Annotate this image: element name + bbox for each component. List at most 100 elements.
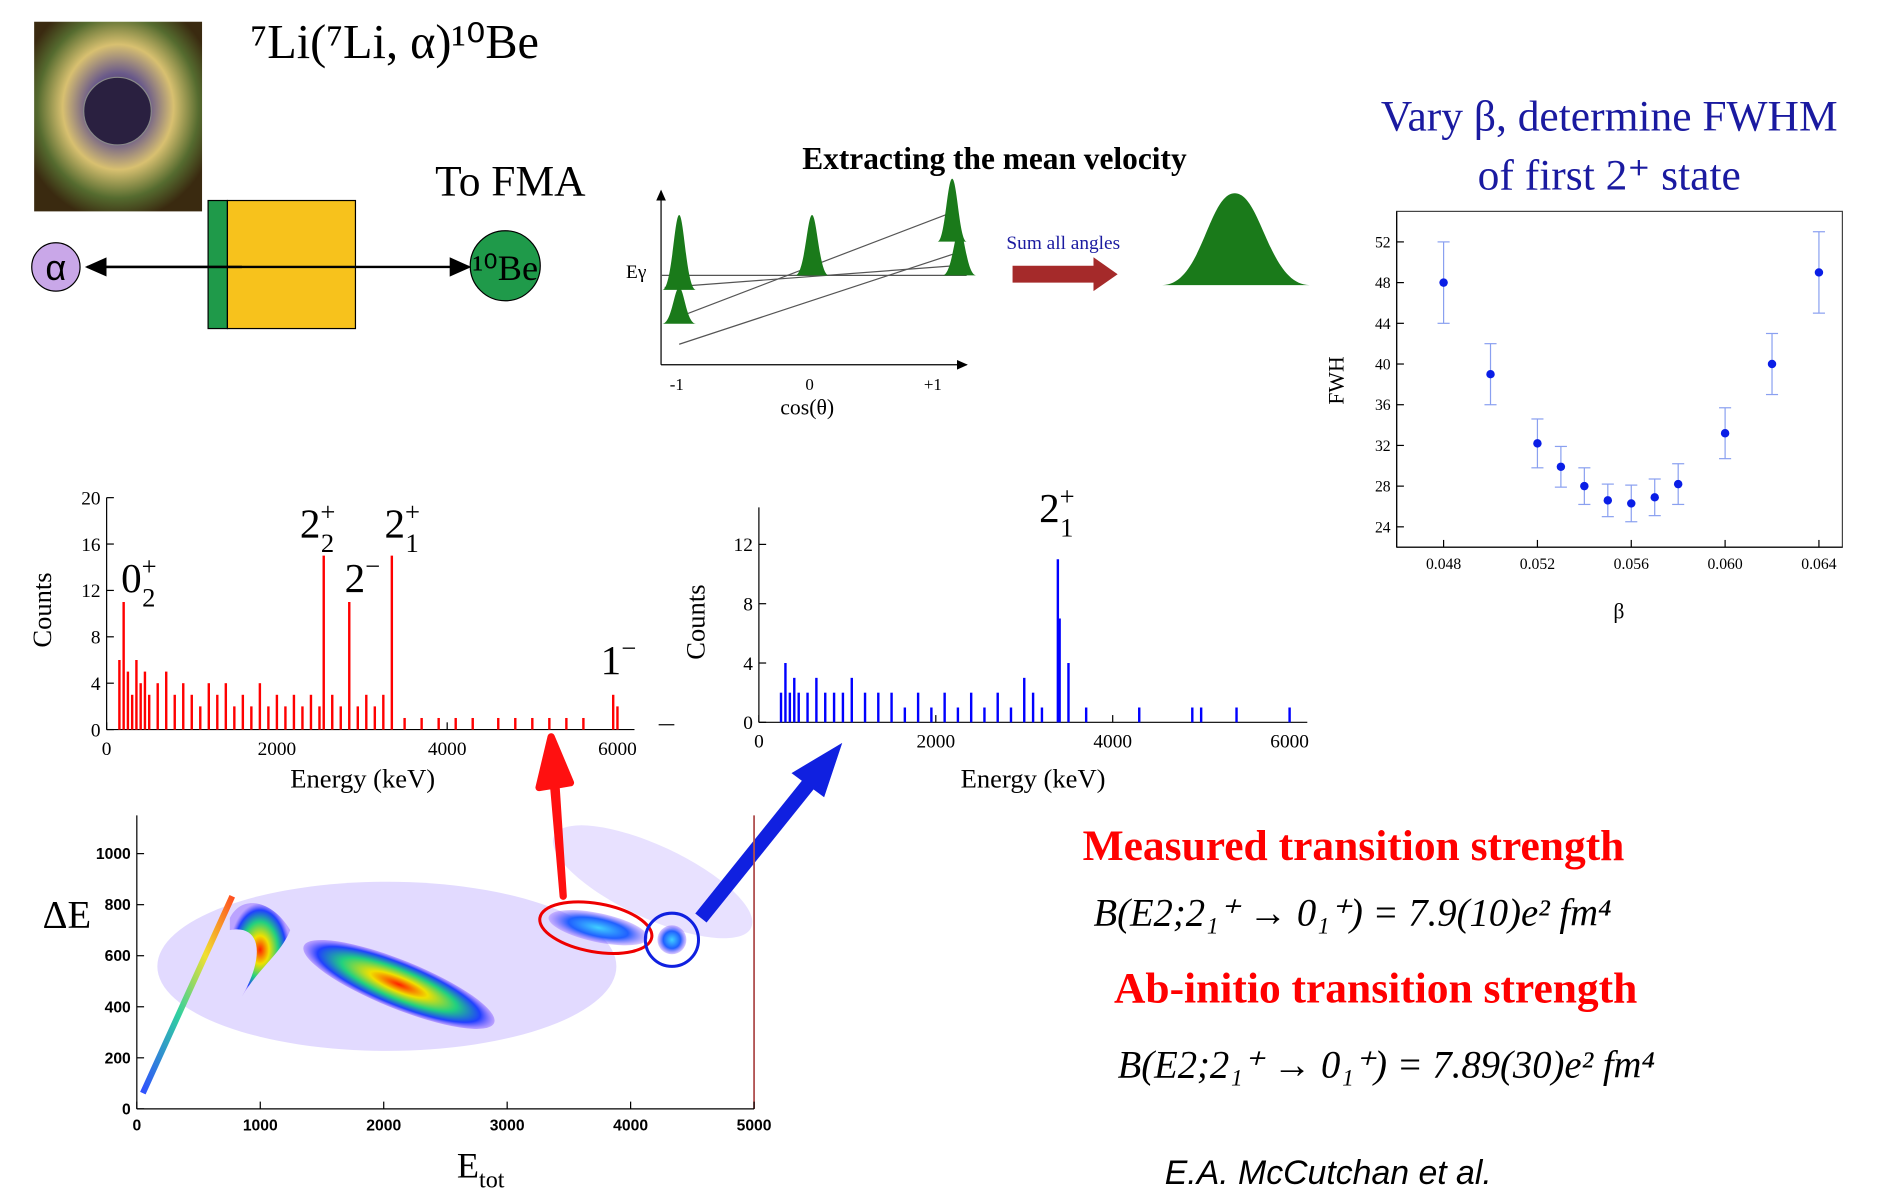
density-line xyxy=(140,895,235,1095)
x-tick-label: 0.056 xyxy=(1614,556,1649,573)
state-sub: 1 xyxy=(405,528,418,558)
x-tick-label: 4000 xyxy=(428,739,467,760)
abinitio-title: Ab-initio transition strength xyxy=(1114,965,1637,1013)
peak xyxy=(937,178,967,242)
velocity-title: Extracting the mean velocity xyxy=(802,141,1187,176)
x-tick-label: 2000 xyxy=(258,739,297,760)
x-tick-label: 6000 xyxy=(1270,732,1309,753)
x-tick-label: 2000 xyxy=(366,1118,401,1135)
y-tick-label: 16 xyxy=(81,535,101,556)
peak xyxy=(795,215,829,276)
y-tick-label: 0 xyxy=(743,713,753,734)
x-tick-label: 6000 xyxy=(598,739,637,760)
data-point xyxy=(1439,278,1448,287)
to-fma-label: To FMA xyxy=(435,158,586,206)
velocity-x-tick: +1 xyxy=(924,375,942,394)
state-base: 2 xyxy=(384,501,405,547)
target-backing xyxy=(207,199,229,330)
state-base: 2 xyxy=(300,501,321,547)
velocity-x-tick: 0 xyxy=(805,375,813,394)
x-tick-label: 0.064 xyxy=(1801,556,1836,573)
y-tick-label: 600 xyxy=(105,948,131,965)
fwhm-title: of first 2⁺ state xyxy=(1478,152,1741,200)
blue-arrow-head xyxy=(791,742,843,798)
data-point xyxy=(1533,439,1542,448)
measured-formula: B(E2;2₁⁺ → 0₁⁺) = 7.9(10)e² fm⁴ xyxy=(1093,892,1611,934)
detector-photo-core xyxy=(83,76,152,146)
x-label-base: E xyxy=(457,1146,479,1186)
x-tick-label: 0 xyxy=(754,732,764,753)
x-tick-label: 0.048 xyxy=(1426,556,1461,573)
plot-frame xyxy=(1396,210,1843,548)
data-point xyxy=(1556,462,1566,472)
y-tick-label: 28 xyxy=(1375,479,1391,496)
state-base: 2 xyxy=(345,555,366,601)
velocity-line xyxy=(664,265,955,289)
peak xyxy=(662,215,697,290)
y-tick-label: 12 xyxy=(734,535,753,556)
selection-circle-blue xyxy=(643,911,701,968)
y-tick-label: 48 xyxy=(1375,275,1391,292)
y-tick-label: 200 xyxy=(105,1050,131,1067)
target xyxy=(226,199,357,330)
alpha-particle xyxy=(31,242,81,292)
state-label: 2+ 1 xyxy=(384,497,420,558)
y-axis-label: Counts xyxy=(681,584,711,659)
peak xyxy=(942,229,977,276)
blue-arrow xyxy=(695,778,816,923)
density-map xyxy=(140,825,753,1095)
velocity-x-tick: -1 xyxy=(670,375,684,394)
x-label-sub: tot xyxy=(479,1166,505,1191)
abinitio-formula: B(E2;2₁⁺ → 0₁⁺) = 7.89(30)e² fm⁴ xyxy=(1118,1044,1655,1086)
measured-title: Measured transition strength xyxy=(1083,822,1625,870)
state-sup: − xyxy=(365,551,380,581)
state-sup: − xyxy=(621,633,636,663)
selection-ellipse-red xyxy=(538,900,654,955)
x-tick-label: 2000 xyxy=(916,732,955,753)
red-arrow xyxy=(535,733,575,900)
fwhm-title: Vary β, determine FWHM xyxy=(1381,92,1838,140)
y-tick-label: 0 xyxy=(91,720,101,741)
y-axis-label: Counts xyxy=(27,572,57,647)
density-blob xyxy=(229,903,291,997)
y-tick-label: 4 xyxy=(91,674,101,695)
y-tick-label: 12 xyxy=(81,581,100,602)
x-tick-label: 4000 xyxy=(613,1118,648,1135)
state-sup: + xyxy=(320,497,335,527)
y-tick-label: 4 xyxy=(743,654,753,675)
data-point xyxy=(1673,479,1683,489)
x-axis-label: Energy (keV) xyxy=(961,764,1106,794)
y-tick-label: 400 xyxy=(105,999,131,1016)
x-tick-label: 0 xyxy=(102,739,112,760)
data-point xyxy=(1580,481,1589,491)
be-nucleus xyxy=(469,230,541,302)
x-axis-label: Energy (keV) xyxy=(290,764,435,794)
y-tick-label: 24 xyxy=(1375,519,1391,536)
state-label: 1− xyxy=(601,633,637,683)
y-tick-label: 8 xyxy=(91,628,101,649)
reaction-title: ⁷Li(⁷Li, α)¹⁰Be xyxy=(250,16,539,69)
state-base: 1 xyxy=(601,637,622,683)
x-tick-label: 5000 xyxy=(737,1118,772,1135)
data-point xyxy=(1603,496,1613,505)
y-tick-label: 40 xyxy=(1375,357,1391,374)
state-sub: 2 xyxy=(321,528,334,558)
state-sup: + xyxy=(405,497,420,527)
y-tick-label: 44 xyxy=(1375,316,1391,333)
density-blob xyxy=(657,925,687,955)
velocity-y-label: Eγ xyxy=(626,262,647,283)
x-axis-label: β xyxy=(1613,599,1624,623)
state-sub: 1 xyxy=(1060,512,1073,542)
x-tick-label: 0.052 xyxy=(1520,556,1555,573)
y-tick-label: 52 xyxy=(1375,234,1391,251)
data-point xyxy=(1486,369,1495,379)
velocity-peaks xyxy=(662,178,977,324)
y-tick-label: 0 xyxy=(122,1101,131,1118)
summed-peak xyxy=(1162,193,1310,286)
sum-label: Sum all angles xyxy=(1006,233,1120,254)
state-sup: + xyxy=(1060,481,1075,511)
alpha-label: α xyxy=(45,247,66,288)
x-tick-label: 1000 xyxy=(243,1118,278,1135)
